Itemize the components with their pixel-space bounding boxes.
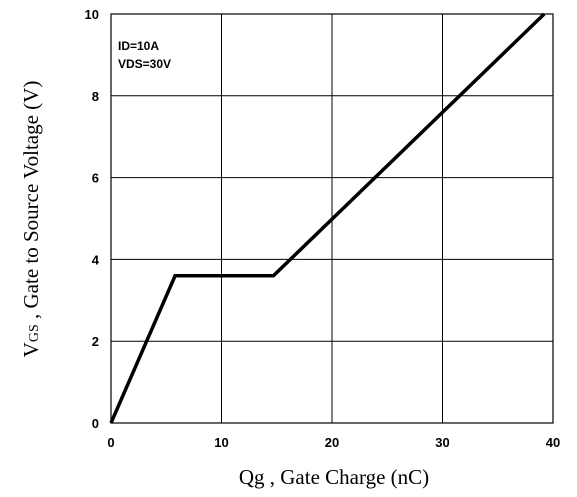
x-tick-label: 0	[107, 435, 114, 450]
y-tick-label: 8	[92, 89, 99, 104]
x-tick-label: 30	[435, 435, 449, 450]
x-tick-label: 10	[214, 435, 228, 450]
annotation-vds: VDS=30V	[118, 57, 171, 71]
y-tick-label: 6	[92, 171, 99, 186]
x-tick-label: 20	[325, 435, 339, 450]
y-tick-label: 0	[92, 416, 99, 431]
y-tick-label: 4	[92, 252, 100, 267]
x-tick-labels: 0 10 20 30 40	[107, 435, 560, 450]
annotation-id: ID=10A	[118, 39, 159, 53]
y-axis-label: VGS , Gate to Source Voltage (V)	[19, 81, 43, 358]
y-axis-label-main: V	[19, 342, 43, 357]
series-line-vgs	[109, 12, 546, 424]
y-axis-label-subscript: GS	[27, 324, 42, 342]
y-axis-label-rest: , Gate to Source Voltage (V)	[19, 81, 43, 325]
y-tick-label: 10	[85, 7, 99, 22]
plot-frame	[110, 13, 554, 424]
x-axis-label: Qg , Gate Charge (nC)	[239, 465, 429, 489]
x-tick-label: 40	[546, 435, 560, 450]
y-tick-labels: 0 2 4 6 8 10	[85, 7, 100, 431]
y-tick-label: 2	[92, 334, 99, 349]
